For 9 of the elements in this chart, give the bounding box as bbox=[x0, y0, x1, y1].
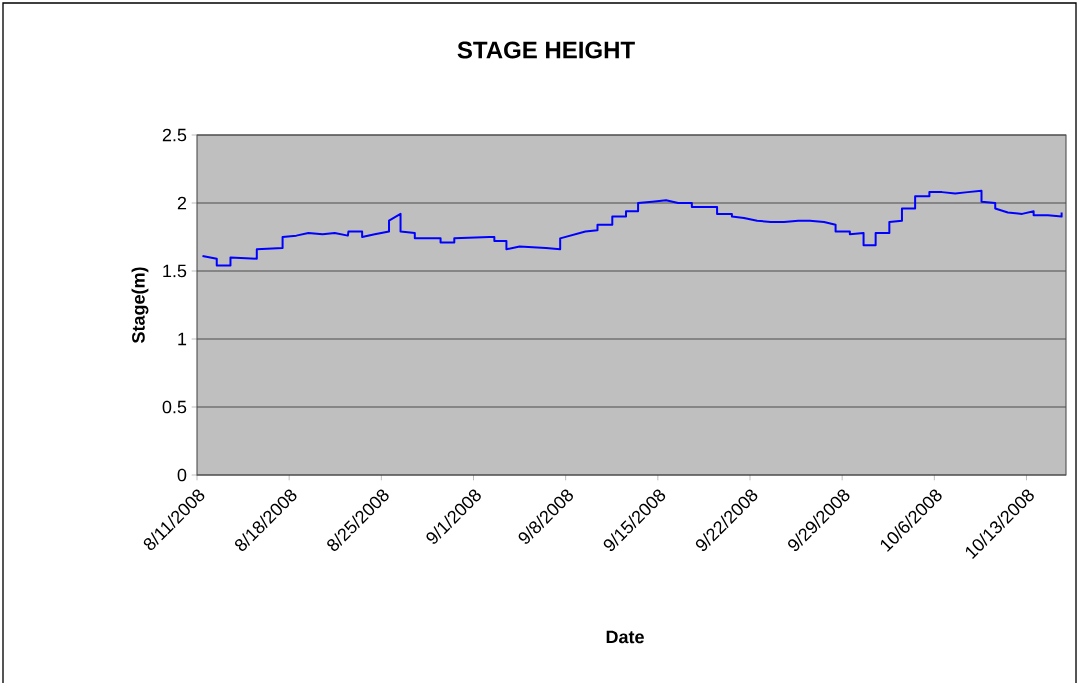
y-tick-label: 2.5 bbox=[162, 128, 187, 142]
y-tick-label: 0 bbox=[177, 468, 187, 482]
chart-title: STAGE HEIGHT bbox=[457, 41, 635, 59]
y-tick-label: 2 bbox=[177, 196, 187, 210]
y-tick-label: 0.5 bbox=[162, 400, 187, 414]
y-axis-title: Stage(m) bbox=[131, 267, 149, 343]
x-axis-title: Date bbox=[606, 630, 644, 644]
y-tick-label: 1.5 bbox=[163, 264, 187, 278]
y-tick-label: 1 bbox=[178, 332, 187, 346]
